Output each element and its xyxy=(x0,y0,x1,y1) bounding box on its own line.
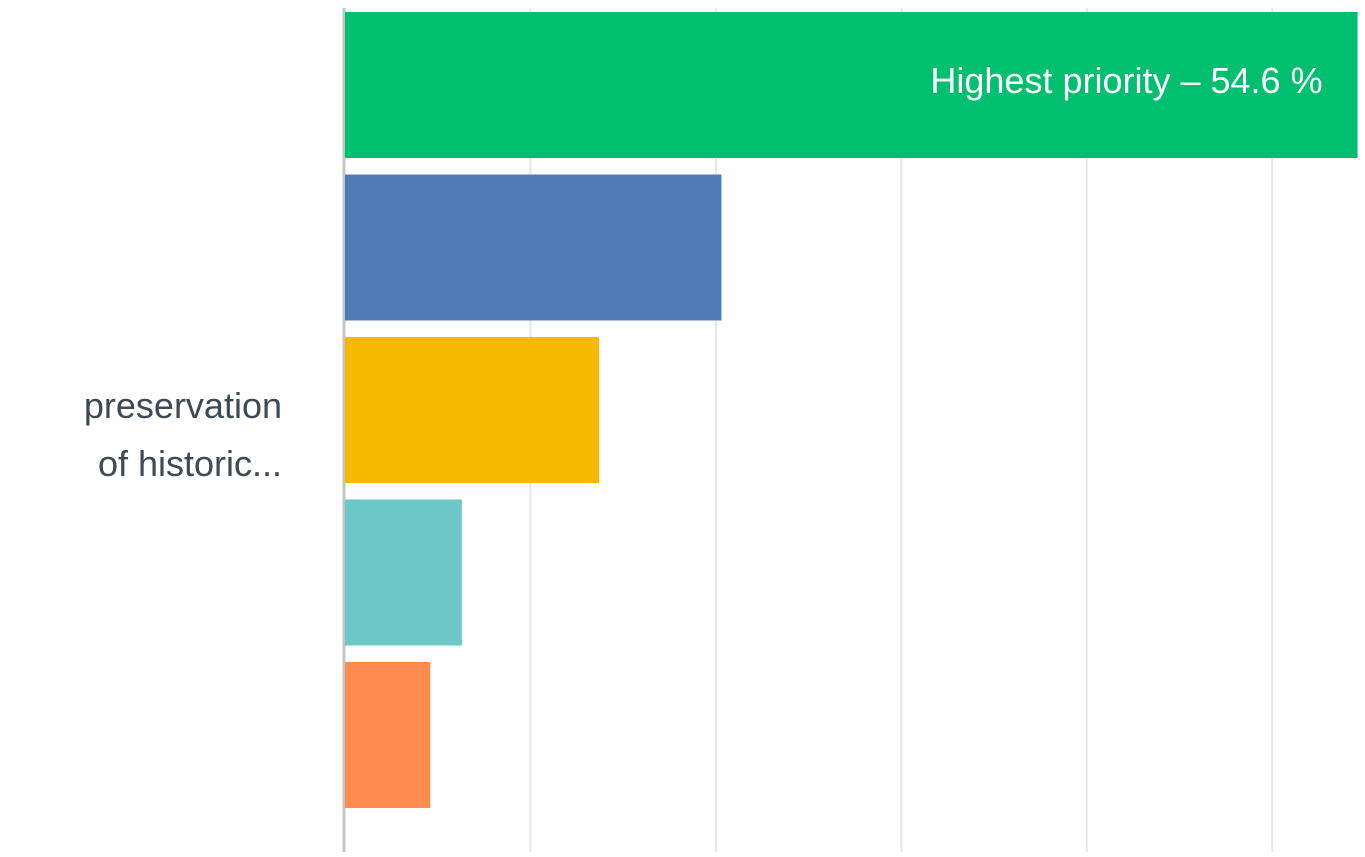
category-label: preservation of historic... xyxy=(84,385,282,484)
bar-3 xyxy=(345,337,600,483)
category-label-line: preservation xyxy=(84,385,282,426)
bar-2 xyxy=(345,174,722,321)
bar-5 xyxy=(345,662,431,808)
bar-4 xyxy=(345,499,462,646)
bar-1-label: Highest priority – 54.6 % xyxy=(930,60,1322,101)
bars: Highest priority – 54.6 % xyxy=(345,12,1358,808)
category-label-line: of historic... xyxy=(98,443,282,484)
bar-1 xyxy=(345,12,1358,158)
